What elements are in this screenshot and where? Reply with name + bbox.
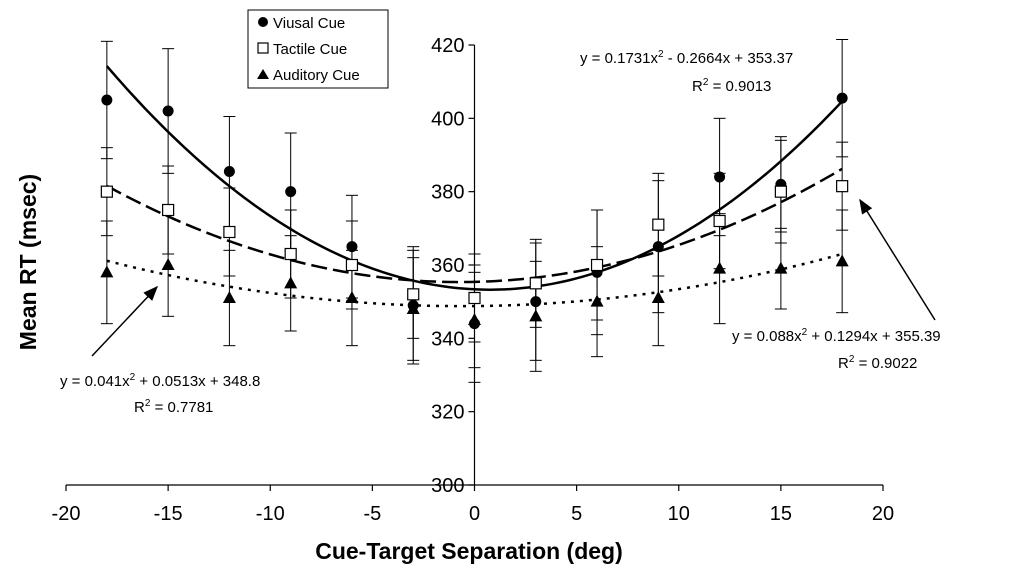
data-point-tactile — [100, 185, 113, 198]
data-point-visual — [162, 105, 174, 117]
data-point-tactile — [162, 203, 175, 217]
data-point-tactile — [284, 247, 297, 261]
legend-label-tactile: Tactile Cue — [273, 41, 347, 58]
equation-auditory: y = 0.041x2 + 0.0513x + 348.8 — [60, 372, 260, 390]
legend-label-auditory: Auditory Cue — [273, 67, 360, 84]
data-point-visual — [346, 241, 358, 253]
data-point-auditory — [161, 258, 175, 270]
y-tick-label: 400 — [431, 108, 464, 130]
x-tick-label: 20 — [872, 503, 894, 525]
r-squared-tactile: R2 = 0.9022 — [838, 354, 917, 372]
x-tick-label: -10 — [256, 503, 285, 525]
y-tick-label: 300 — [431, 475, 464, 497]
x-tick-label: -5 — [363, 503, 381, 525]
y-tick-label: 360 — [431, 255, 464, 277]
markers — [100, 92, 849, 330]
trendline-square — [106, 167, 843, 284]
data-point-tactile — [407, 288, 420, 301]
arrow-auditory — [91, 285, 159, 357]
data-point-visual — [714, 171, 726, 183]
x-tick-label: 10 — [668, 503, 690, 525]
data-point-tactile — [468, 291, 481, 305]
r-squared-auditory: R2 = 0.7781 — [134, 398, 213, 416]
data-point-auditory — [284, 276, 298, 289]
legend-label-visual: Viusal Cue — [273, 15, 345, 32]
data-point-tactile — [836, 180, 849, 193]
x-tick-label: -15 — [154, 503, 183, 525]
data-point-auditory — [468, 313, 481, 325]
legend-marker-tactile — [257, 42, 269, 54]
x-tick-label: 5 — [571, 503, 582, 525]
data-point-auditory — [100, 265, 114, 278]
data-point-tactile — [590, 258, 604, 272]
data-point-auditory — [529, 309, 543, 322]
y-axis-title: Mean RT (msec) — [15, 174, 41, 350]
data-point-visual — [101, 94, 113, 106]
y-tick-label: 380 — [431, 182, 464, 204]
x-tick-label: 15 — [770, 503, 792, 525]
x-tick-label: -20 — [52, 503, 81, 525]
arrow-tactile — [859, 198, 936, 321]
data-point-auditory — [713, 261, 727, 274]
x-tick-label: 0 — [469, 503, 480, 525]
equation-tactile: y = 0.088x2 + 0.1294x + 355.39 — [732, 327, 941, 345]
legend-marker-auditory — [257, 69, 269, 79]
data-point-tactile — [345, 258, 359, 272]
data-point-visual — [530, 296, 542, 308]
data-point-auditory — [590, 294, 604, 307]
trendlines — [105, 65, 844, 308]
trendline-triangle — [106, 252, 843, 308]
data-point-auditory — [406, 302, 420, 314]
annotation-auditory: y = 0.041x2 + 0.0513x + 348.8 R2 = 0.778… — [60, 372, 260, 416]
annotation-visual: y = 0.1731x2 - 0.2664x + 353.37 R2 = 0.9… — [580, 49, 793, 95]
legend-box — [247, 9, 389, 89]
y-tick-label: 420 — [431, 35, 464, 57]
annotation-tactile: y = 0.088x2 + 0.1294x + 355.39 R2 = 0.90… — [732, 327, 941, 372]
data-point-visual — [652, 241, 664, 253]
data-point-visual — [836, 92, 848, 104]
data-point-visual — [223, 166, 235, 177]
axes: -20 -15 -10 -5 0 5 10 15 20 300 320 340 360 380 400 420 — [52, 35, 895, 525]
y-tick-label: 320 — [431, 402, 464, 424]
data-point-tactile — [652, 218, 665, 231]
y-tick-label: 340 — [431, 328, 464, 350]
data-point-tactile — [223, 225, 236, 239]
data-point-tactile — [774, 185, 787, 198]
data-point-auditory — [835, 254, 849, 267]
data-point-auditory — [222, 291, 236, 303]
data-point-auditory — [774, 261, 788, 274]
x-axis-title: Cue-Target Separation (deg) — [315, 538, 623, 564]
data-point-tactile — [529, 277, 542, 290]
data-point-visual — [285, 186, 297, 198]
equation-visual: y = 0.1731x2 - 0.2664x + 353.37 — [580, 49, 793, 67]
data-point-auditory — [345, 291, 359, 303]
data-point-auditory — [651, 291, 665, 303]
legend-marker-visual — [258, 17, 268, 27]
legend: Viusal Cue Tactile Cue Auditory Cue — [247, 9, 389, 89]
data-point-tactile — [713, 214, 726, 228]
trendline-circle — [105, 65, 844, 291]
r-squared-visual: R2 = 0.9013 — [692, 77, 771, 95]
